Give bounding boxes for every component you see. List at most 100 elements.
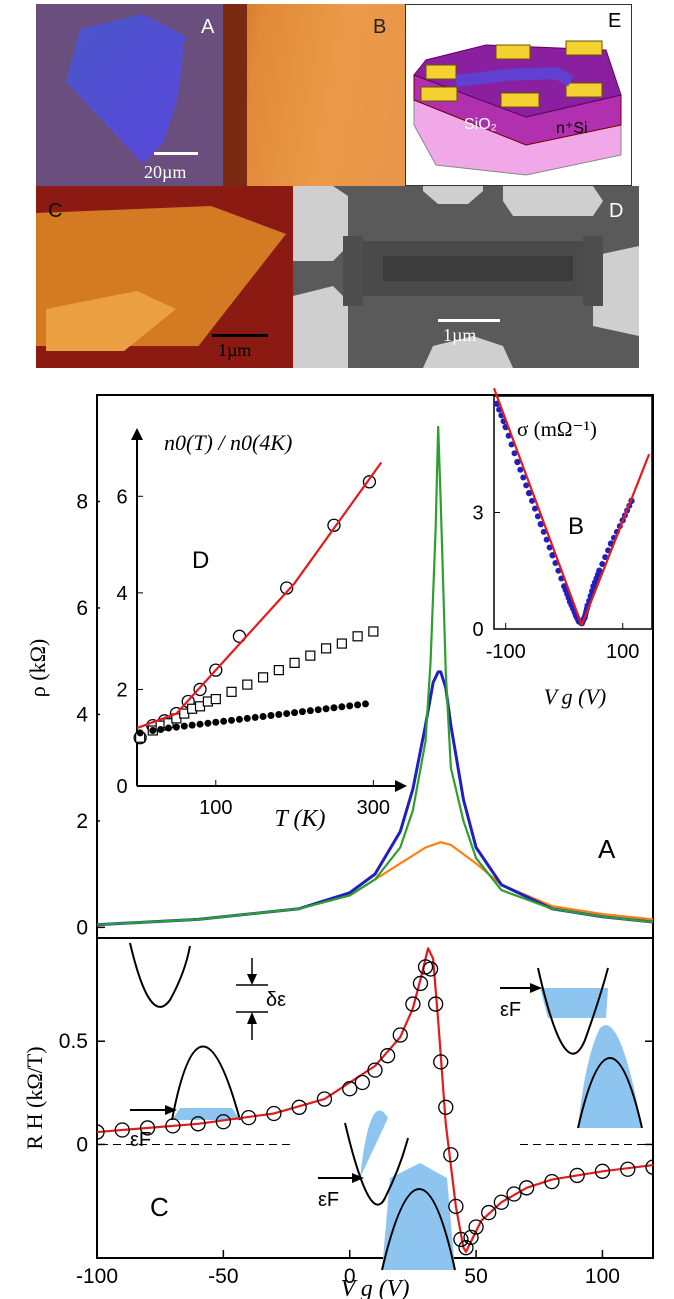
fermi-arrowhead xyxy=(530,983,542,993)
schematic-label-e: E xyxy=(608,10,621,32)
filled-band xyxy=(172,1108,240,1120)
data-point xyxy=(368,626,379,637)
scale-text: 20µm xyxy=(144,162,187,182)
data-point xyxy=(620,1161,636,1177)
data-point xyxy=(275,711,283,719)
data-point xyxy=(242,679,253,690)
data-point xyxy=(493,1194,510,1210)
tick-label: 0 xyxy=(116,776,127,798)
graphene-flake xyxy=(66,14,185,164)
valence-band xyxy=(577,1057,643,1129)
data-point xyxy=(569,1167,585,1184)
delta-label: δε xyxy=(266,989,286,1011)
data-point xyxy=(354,1074,371,1091)
data-point xyxy=(316,1091,333,1107)
data-point xyxy=(283,710,291,718)
valence-band xyxy=(171,1045,241,1121)
data-point xyxy=(602,554,609,561)
data-point xyxy=(346,702,354,710)
data-point xyxy=(190,1116,206,1132)
data-point xyxy=(361,700,369,708)
data-point xyxy=(228,716,236,724)
chart-a-label: A xyxy=(598,834,616,864)
data-point xyxy=(552,559,559,566)
data-point xyxy=(463,1229,479,1246)
filled-band xyxy=(578,1025,642,1128)
panel-c-label: C xyxy=(48,200,63,222)
data-point xyxy=(523,482,530,489)
image-panel-b: B xyxy=(223,4,405,186)
data-point xyxy=(594,1163,611,1179)
data-point xyxy=(149,726,157,734)
data-point xyxy=(215,1114,232,1130)
chart-d-ticks: 0 2 4 6 100 300 xyxy=(116,486,390,819)
image-panel-e: E SiO₂ n⁺Si xyxy=(405,4,632,186)
data-point xyxy=(336,638,347,649)
data-point xyxy=(367,1062,383,1078)
image-panel-d: D 1µm xyxy=(293,186,639,368)
tick-label: 0 xyxy=(344,1265,356,1288)
data-point xyxy=(520,474,527,481)
data-point xyxy=(210,693,221,705)
data-point xyxy=(438,1099,454,1115)
conduction-band xyxy=(344,1122,409,1206)
data-point xyxy=(481,1204,497,1221)
conduction-band xyxy=(537,967,609,1055)
tick-label: 0 xyxy=(76,916,88,939)
data-point xyxy=(392,1027,408,1043)
data-point xyxy=(266,1105,282,1122)
chart-b-ticks: 0 3 -100 100 xyxy=(472,503,639,664)
fermi-arrowhead xyxy=(165,1105,177,1115)
fit-line xyxy=(97,947,653,1253)
tick-label: 100 xyxy=(585,1265,620,1288)
data-point xyxy=(165,1118,181,1134)
series-line-blue xyxy=(96,670,654,927)
data-point xyxy=(257,672,269,683)
data-point xyxy=(306,707,314,715)
tick-label: 300 xyxy=(357,797,390,819)
chart-c-frame xyxy=(96,937,654,1259)
data-point xyxy=(291,1099,307,1115)
data-point xyxy=(508,441,515,448)
scale-bar xyxy=(154,152,198,155)
chart-a-series xyxy=(96,425,654,927)
tick-label: 0 xyxy=(76,1133,88,1156)
tick-label: 8 xyxy=(76,490,88,513)
data-point xyxy=(193,682,207,697)
y-axis-arrow xyxy=(131,428,143,440)
panel-b-label: B xyxy=(373,16,387,38)
chart-c-xlabel: V g (V) xyxy=(341,1276,410,1299)
arrowhead xyxy=(247,974,257,985)
data-point xyxy=(97,1124,105,1140)
data-point xyxy=(291,709,299,717)
data-point xyxy=(212,718,220,726)
panel-a-label: A xyxy=(201,16,215,38)
data-point xyxy=(338,703,346,711)
data-point xyxy=(599,560,606,567)
scale-bar xyxy=(212,334,268,337)
data-point xyxy=(433,1054,449,1070)
data-point xyxy=(362,475,377,489)
data-point xyxy=(529,497,536,504)
data-point xyxy=(453,1231,469,1248)
data-point xyxy=(537,520,545,528)
data-point xyxy=(305,650,316,661)
fermi-arrowhead xyxy=(352,1173,364,1183)
data-point xyxy=(267,712,275,720)
arrowhead xyxy=(247,1012,257,1024)
tick-label: -50 xyxy=(208,1265,238,1288)
data-point xyxy=(428,996,444,1012)
data-point xyxy=(525,489,533,497)
tick-label: 0 xyxy=(472,619,483,641)
dark-strip xyxy=(223,4,247,186)
chart-d-bg xyxy=(100,397,390,837)
data-point xyxy=(546,544,553,551)
data-point xyxy=(543,536,550,543)
chart-c-ticks: 0 0.5 -100 -50 0 50 100 xyxy=(59,1030,653,1288)
data-point xyxy=(412,975,429,992)
data-point xyxy=(330,704,338,712)
chart-c-series xyxy=(97,947,653,1256)
chart-b: 0 3 -100 100 σ (mΩ⁻¹) B V g (V) xyxy=(472,387,653,709)
data-point xyxy=(422,961,439,977)
